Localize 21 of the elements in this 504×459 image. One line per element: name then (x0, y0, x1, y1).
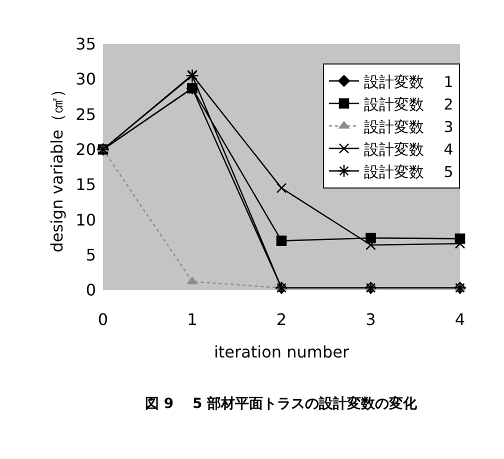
x-tick-label: 0 (98, 310, 108, 329)
legend-label: 設計変数 5 (364, 162, 454, 181)
legend-label: 設計変数 4 (364, 140, 454, 158)
y-tick-label: 15 (76, 175, 96, 194)
x-tick-label: 4 (454, 310, 466, 329)
y-tick-label: 20 (76, 140, 96, 160)
legend-label: 設計変数 2 (364, 95, 454, 114)
y-tick-label: 10 (76, 210, 96, 230)
x-tick-label: 1 (187, 310, 198, 329)
y-tick-label: 5 (86, 245, 96, 264)
x-tick-label: 2 (276, 310, 287, 329)
y-axis-title: design variable（㎠） (48, 82, 67, 252)
caption: 図 9 5 部材平面トラスの設計変数の変化 (145, 395, 418, 412)
legend-label: 設計変数 1 (364, 72, 454, 91)
y-tick-label: 30 (76, 70, 96, 89)
legend-label: 設計変数 3 (364, 118, 454, 136)
y-tick-label: 25 (76, 104, 96, 124)
y-tick-label: 0 (86, 280, 96, 300)
y-tick-label: 35 (76, 34, 96, 54)
x-axis-title: iteration number (214, 342, 350, 362)
x-tick-label: 3 (366, 310, 376, 329)
